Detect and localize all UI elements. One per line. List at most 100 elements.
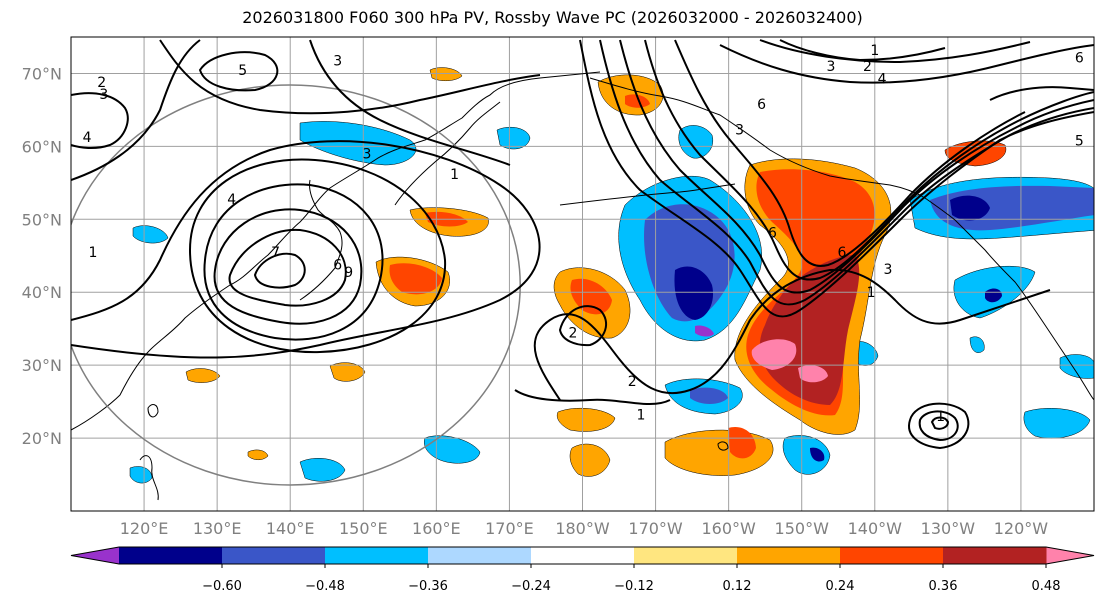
- lon-tick-label-7: 170°W: [628, 519, 683, 538]
- contour-label-27: 1: [936, 409, 945, 425]
- pos-anomaly-small-4: [247, 449, 269, 460]
- colorbar-outline: [70, 546, 1095, 565]
- contour-label-23: 6: [768, 225, 777, 241]
- colorbar-segment-2: [325, 547, 429, 564]
- neg-anomaly-east2: [969, 336, 985, 353]
- contour-trough-9: [514, 389, 671, 406]
- map-title: 2026031800 F060 300 hPa PV, Rossby Wave …: [242, 8, 863, 27]
- neg-anomaly-baja: [1023, 408, 1091, 439]
- contour-label-9: 6: [333, 258, 342, 274]
- contour-low-japan-2: [213, 208, 363, 325]
- contour-low-japan-4: [188, 158, 447, 354]
- coast-japan: [299, 179, 343, 301]
- neg-anomaly-sw: [299, 458, 346, 482]
- pos-anomaly-hawaii-east: [664, 429, 774, 476]
- contour-label-0: 5: [238, 63, 247, 79]
- pos-anomaly-japan-east-core: [389, 263, 442, 295]
- contour-north-4: [71, 92, 129, 149]
- contour-trough-8: [533, 268, 1051, 401]
- lon-tick-labels: 120°E 130°E 140°E 150°E 160°E 170°E 180°W 170°W…: [120, 519, 1049, 538]
- neg-anomaly-subtropic-core: [810, 447, 825, 462]
- pv-contours: [71, 39, 1094, 450]
- lon-tick-label-10: 140°W: [848, 519, 903, 538]
- neg-anomaly-alaska-gulf-peak: [695, 325, 714, 337]
- contour-label-24: 6: [837, 245, 846, 261]
- colorbar: [70, 546, 1095, 565]
- lon-tick-label-0: 120°E: [120, 519, 169, 538]
- colorbar-segment-5: [634, 547, 738, 564]
- pos-anomaly-pac-sw2: [556, 407, 616, 432]
- contour-label-13: 2: [628, 374, 637, 390]
- lon-tick-label-5: 170°E: [485, 519, 534, 538]
- contour-trough-6: [719, 44, 1094, 84]
- contour-ring-2: [908, 402, 970, 450]
- pos-anomaly-hawaii-east-core: [728, 426, 756, 459]
- lat-tick-label-1: 30°N: [22, 356, 62, 375]
- contour-low-japan-3: [203, 183, 384, 341]
- lon-tick-label-12: 120°W: [994, 519, 1049, 538]
- contour-north-2: [198, 51, 279, 92]
- colorbar-segment-4: [531, 547, 635, 564]
- contour-label-14: 1: [636, 408, 645, 424]
- contour-ne-2: [989, 86, 1094, 101]
- colorbar-tick-label-5: 0.12: [723, 579, 752, 594]
- colorbar-tick-label-2: −0.36: [408, 579, 448, 594]
- lon-tick-label-8: 160°W: [701, 519, 756, 538]
- contour-north-1: [71, 39, 201, 181]
- contour-north-3: [159, 39, 541, 115]
- neg-anomaly-sw2: [129, 466, 153, 484]
- contour-label-18: 4: [878, 72, 887, 88]
- colorbar-tick-label-1: −0.48: [305, 579, 345, 594]
- colorbar-segment-6: [737, 547, 841, 564]
- coast-taiwan: [147, 404, 159, 418]
- neg-anomaly-north: [678, 125, 714, 159]
- neg-anomaly-alaska-gulf-core: [674, 266, 714, 320]
- contour-label-20: 3: [735, 123, 744, 139]
- lat-tick-label-3: 50°N: [22, 210, 62, 229]
- pos-anomaly-central-core: [570, 278, 612, 315]
- contour-trough-7: [759, 39, 1031, 64]
- pos-anomaly-small-3: [429, 67, 463, 81]
- contour-label-15: 1: [870, 43, 879, 59]
- colorbar-tick-label-3: −0.24: [511, 579, 551, 594]
- contour-trough-5: [674, 39, 1026, 267]
- contour-trough-3: [619, 39, 1094, 294]
- colorbar-segment-7: [840, 547, 944, 564]
- contour-label-6: 1: [450, 167, 459, 183]
- lat-tick-label-2: 40°N: [22, 283, 62, 302]
- pos-anomaly-small-2: [185, 368, 221, 383]
- contour-label-25: 3: [883, 262, 892, 278]
- colorbar-segment-8: [943, 547, 1047, 564]
- neg-anomaly-west-edge: [132, 225, 169, 244]
- pos-anomaly-pac-sw: [569, 443, 611, 477]
- lat-tick-label-0: 20°N: [22, 429, 62, 448]
- reference-circle: [71, 84, 521, 486]
- colorbar-segment-0: [119, 547, 223, 564]
- contour-label-3: 3: [99, 87, 108, 103]
- contour-subtrop-1: [558, 305, 608, 347]
- colorbar-extend-min: [71, 547, 119, 564]
- contour-ne-loop: [779, 39, 946, 62]
- colorbar-tick-label-0: −0.60: [202, 579, 242, 594]
- neg-anomaly-hawaii-core: [690, 387, 728, 404]
- contour-ring-1: [918, 410, 959, 442]
- contour-low-japan-1: [228, 228, 347, 307]
- lat-tick-label-4: 60°N: [22, 137, 62, 156]
- lon-tick-label-3: 150°E: [339, 519, 388, 538]
- contour-label-11: 1: [88, 245, 97, 261]
- lat-tick-label-5: 70°N: [22, 64, 62, 83]
- neg-anomaly-west-coast-core: [950, 195, 990, 221]
- lon-tick-label-2: 140°E: [266, 519, 315, 538]
- lon-tick-label-9: 150°W: [775, 519, 830, 538]
- lon-tick-label-11: 130°W: [921, 519, 976, 538]
- lon-tick-label-1: 130°E: [193, 519, 242, 538]
- coast-hawaii: [717, 441, 729, 451]
- contour-label-5: 3: [362, 147, 371, 163]
- neg-anomaly-bering: [496, 127, 531, 150]
- contour-label-16: 3: [826, 59, 835, 75]
- contour-label-26: 1: [867, 285, 876, 301]
- ref-circle-outline: [71, 84, 521, 486]
- colorbar-segment-1: [222, 547, 326, 564]
